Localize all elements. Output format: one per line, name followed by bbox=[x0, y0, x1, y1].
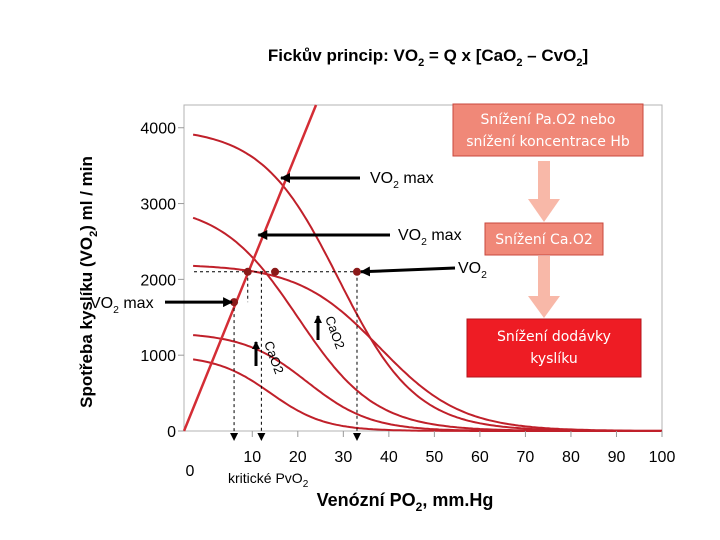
y-tick-label: 4000 bbox=[140, 121, 176, 138]
y-tick-label: 2000 bbox=[140, 272, 176, 289]
x-tick-label: 50 bbox=[425, 449, 443, 466]
box-snizeni-dodavky-line1: Snížení dodávky bbox=[497, 329, 611, 345]
y-axis-label: Spotřeba kyslíku (VO2) ml / min bbox=[77, 156, 100, 408]
box-snizeni-cao2 bbox=[484, 222, 604, 256]
curve-5 bbox=[192, 358, 662, 432]
box-snizeni-pao2-line1: Snížení Pa.O2 nebo bbox=[481, 112, 616, 128]
intersection-dot-1 bbox=[243, 267, 252, 276]
x-tick-label: 90 bbox=[608, 449, 626, 466]
label-kriticke-pvo2: kritické PvO2 bbox=[228, 470, 309, 490]
label-cao2-right: CaO2 bbox=[322, 314, 348, 351]
supply-line bbox=[182, 104, 318, 432]
x-tick-label: 40 bbox=[380, 449, 398, 466]
arrow-vo2 bbox=[359, 266, 456, 277]
label-cao2-left: CaO2 bbox=[261, 339, 287, 376]
x-tick-label: 20 bbox=[289, 449, 307, 466]
box-snizeni-pao2 bbox=[452, 103, 644, 157]
x-tick-label: 60 bbox=[471, 449, 489, 466]
down-arrow-top bbox=[528, 161, 560, 222]
curve-3 bbox=[193, 264, 662, 432]
x-tick-label: 100 bbox=[649, 449, 676, 466]
x-tick-label: 30 bbox=[334, 449, 352, 466]
label-vo2max-mid: VO2 max bbox=[398, 227, 462, 248]
y-tick-label: 0 bbox=[167, 424, 176, 441]
label-vo2max-top: VO2 max bbox=[370, 170, 434, 191]
chart-title: Fickův princip: VO2 = Q x [CaO2 – CvO2] bbox=[268, 46, 588, 69]
y-tick-label: 1000 bbox=[140, 348, 176, 365]
x-tick-label: 10 bbox=[243, 449, 261, 466]
box-snizeni-dodavky-line2: kyslíku bbox=[530, 351, 578, 367]
x-axis-label: Venózní PO2, mm.Hg bbox=[317, 490, 494, 514]
x-tick-label: 70 bbox=[517, 449, 535, 466]
x-tick-label: 80 bbox=[562, 449, 580, 466]
label-vo2max-left: VO2 max bbox=[90, 295, 154, 316]
down-arrow-middle bbox=[528, 256, 560, 318]
label-vo2: VO2 bbox=[458, 260, 487, 281]
intersection-dot-3 bbox=[352, 267, 361, 276]
intersection-dot-2 bbox=[271, 267, 280, 276]
box-snizeni-dodavky bbox=[466, 318, 642, 378]
x-origin-label: 0 bbox=[186, 463, 195, 480]
y-tick-label: 3000 bbox=[140, 197, 176, 214]
box-snizeni-pao2-line2: snížení koncentrace Hb bbox=[466, 134, 630, 150]
box-snizeni-cao2-label: Snížení Ca.O2 bbox=[495, 232, 593, 248]
